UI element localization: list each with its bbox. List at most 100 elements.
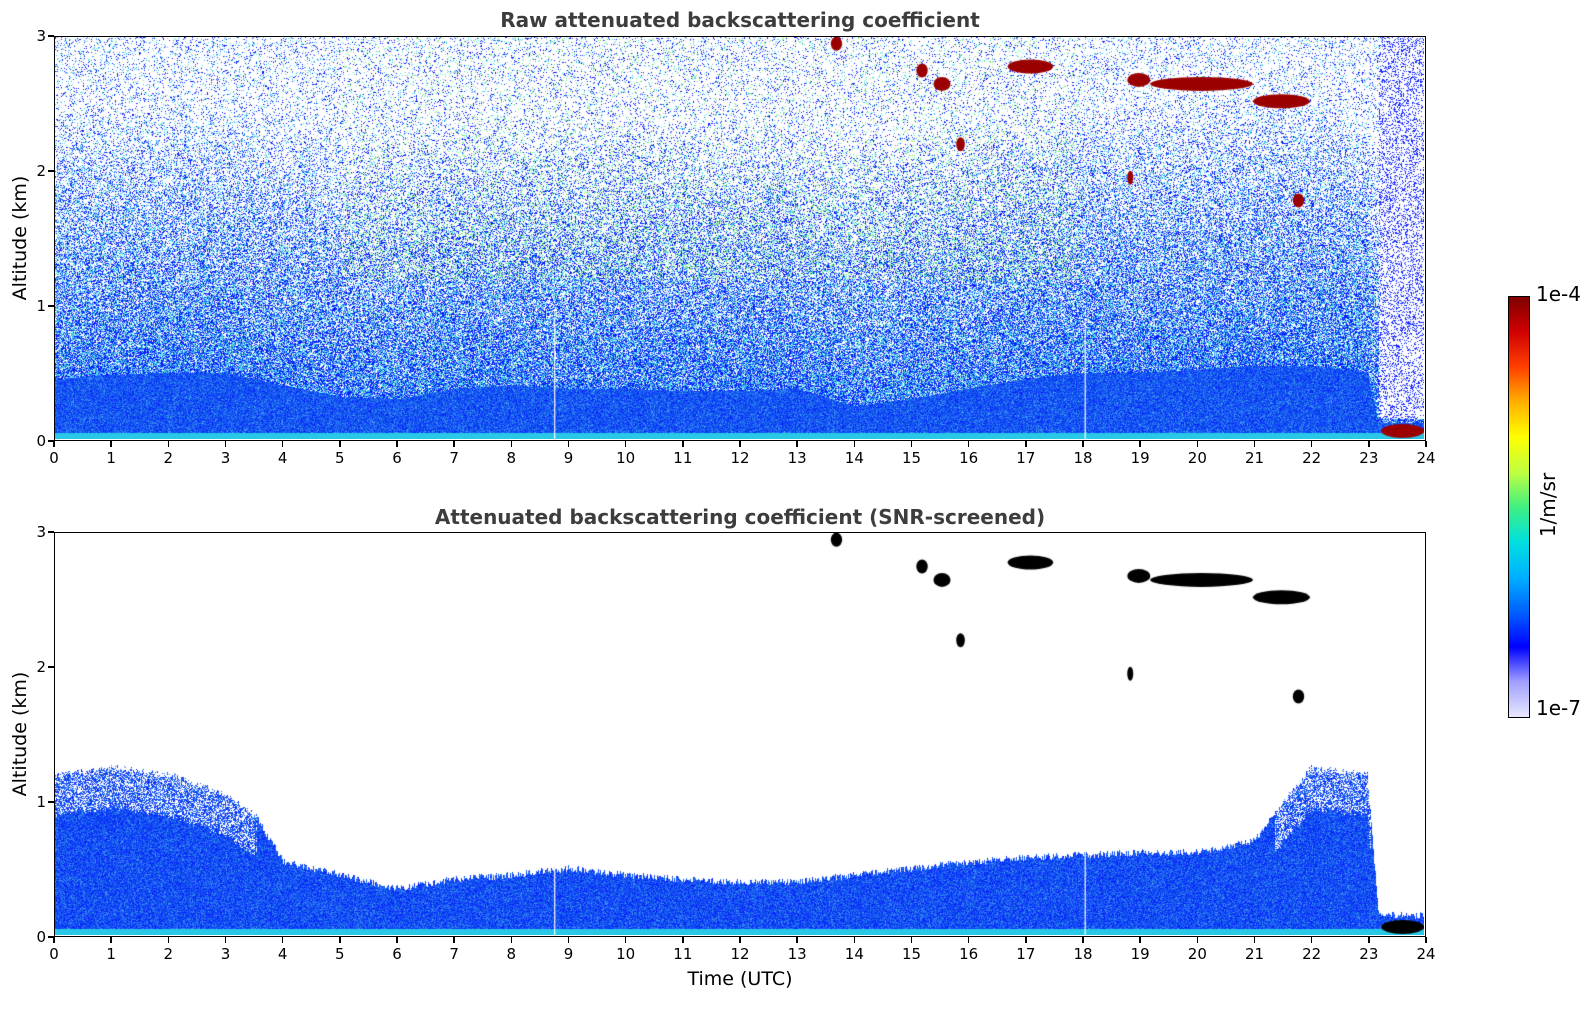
panel-1-ylabel: Altitude (km)	[9, 175, 31, 301]
x-tick-mark	[1310, 937, 1313, 943]
x-tick-mark	[567, 937, 570, 943]
raw-backscatter-heatmap	[54, 36, 1426, 441]
snr-screened-heatmap	[54, 532, 1426, 937]
x-tick-label: 18	[1073, 945, 1093, 963]
snr-heatmap-canvas	[55, 533, 1424, 935]
x-tick-mark	[910, 441, 913, 447]
x-tick-mark	[1025, 937, 1027, 943]
y-tick-mark	[48, 170, 54, 172]
x-tick-label: 21	[1244, 945, 1265, 963]
y-tick-label: 3	[36, 523, 46, 541]
x-tick-label: 7	[449, 945, 459, 963]
x-tick-label: 16	[959, 449, 979, 467]
y-tick-label: 3	[36, 27, 46, 45]
y-tick-mark	[48, 305, 54, 307]
x-tick-label: 22	[1302, 449, 1322, 467]
y-tick-mark	[48, 666, 54, 668]
x-tick-label: 24	[1416, 945, 1436, 963]
panel-2-ylabel: Altitude (km)	[9, 671, 31, 797]
x-tick-mark	[682, 937, 684, 943]
x-tick-mark	[396, 441, 398, 447]
x-tick-label: 17	[1016, 945, 1036, 963]
x-tick-label: 0	[49, 449, 59, 467]
x-tick-mark	[1139, 937, 1141, 943]
x-tick-label: 2	[163, 945, 174, 963]
x-tick-label: 24	[1416, 449, 1436, 467]
x-tick-label: 10	[616, 449, 636, 467]
y-tick-mark	[48, 936, 54, 938]
x-tick-label: 13	[787, 449, 807, 467]
x-tick-mark	[110, 937, 112, 943]
x-tick-mark	[396, 937, 398, 943]
panel-1-title: Raw attenuated backscattering coefficien…	[500, 8, 980, 32]
colorbar-max-label: 1e-4	[1536, 282, 1581, 306]
x-tick-mark	[1139, 441, 1141, 447]
x-tick-label: 19	[1130, 449, 1150, 467]
y-tick-mark	[48, 531, 54, 533]
y-tick-label: 2	[36, 162, 46, 180]
y-tick-mark	[48, 440, 54, 442]
x-tick-label: 23	[1359, 449, 1379, 467]
y-tick-mark	[48, 35, 54, 37]
x-tick-label: 23	[1359, 945, 1379, 963]
x-tick-mark	[510, 937, 513, 943]
x-tick-label: 0	[49, 945, 59, 963]
x-tick-mark	[510, 441, 513, 447]
x-tick-mark	[624, 937, 627, 943]
x-tick-mark	[1253, 441, 1256, 447]
x-tick-mark	[1196, 441, 1199, 447]
x-tick-label: 18	[1073, 449, 1093, 467]
x-tick-mark	[739, 937, 741, 943]
x-tick-mark	[224, 441, 227, 447]
x-tick-label: 1	[106, 449, 116, 467]
x-tick-mark	[853, 937, 856, 943]
x-tick-mark	[796, 937, 798, 943]
x-tick-label: 19	[1130, 945, 1150, 963]
x-tick-label: 12	[730, 945, 750, 963]
x-tick-mark	[224, 937, 227, 943]
x-tick-mark	[567, 441, 570, 447]
x-tick-mark	[53, 937, 55, 943]
x-tick-label: 7	[449, 449, 459, 467]
y-tick-mark	[48, 801, 54, 803]
x-tick-label: 8	[506, 449, 517, 467]
x-tick-mark	[796, 441, 798, 447]
x-tick-mark	[624, 441, 627, 447]
colorbar-title: 1/m/sr	[1536, 472, 1560, 538]
x-tick-mark	[453, 441, 455, 447]
x-tick-mark	[281, 441, 284, 447]
y-tick-label: 0	[36, 432, 46, 450]
x-tick-mark	[1368, 937, 1370, 943]
x-tick-mark	[453, 937, 455, 943]
x-tick-label: 14	[844, 449, 864, 467]
x-tick-label: 21	[1244, 449, 1265, 467]
x-tick-label: 8	[506, 945, 517, 963]
x-tick-label: 20	[1187, 449, 1207, 467]
x-tick-label: 10	[616, 945, 636, 963]
x-tick-mark	[1025, 441, 1027, 447]
x-tick-label: 3	[220, 449, 231, 467]
x-tick-mark	[967, 441, 970, 447]
x-tick-mark	[1082, 937, 1084, 943]
x-tick-label: 3	[220, 945, 231, 963]
raw-heatmap-canvas	[55, 37, 1424, 439]
x-tick-label: 5	[335, 945, 345, 963]
x-tick-mark	[1196, 937, 1199, 943]
x-tick-label: 5	[335, 449, 345, 467]
x-tick-mark	[1310, 441, 1313, 447]
y-tick-label: 0	[36, 928, 46, 946]
x-tick-mark	[1425, 937, 1427, 943]
x-tick-mark	[167, 441, 170, 447]
panel-2-title: Attenuated backscattering coefficient (S…	[434, 505, 1046, 529]
x-tick-label: 14	[844, 945, 864, 963]
x-tick-label: 4	[277, 449, 288, 467]
x-tick-mark	[1253, 937, 1256, 943]
colorbar	[1508, 296, 1530, 718]
x-tick-mark	[682, 441, 684, 447]
x-tick-label: 6	[392, 945, 402, 963]
x-tick-mark	[167, 937, 170, 943]
x-tick-label: 12	[730, 449, 750, 467]
x-tick-label: 9	[563, 449, 574, 467]
x-tick-mark	[739, 441, 741, 447]
x-tick-mark	[53, 441, 55, 447]
